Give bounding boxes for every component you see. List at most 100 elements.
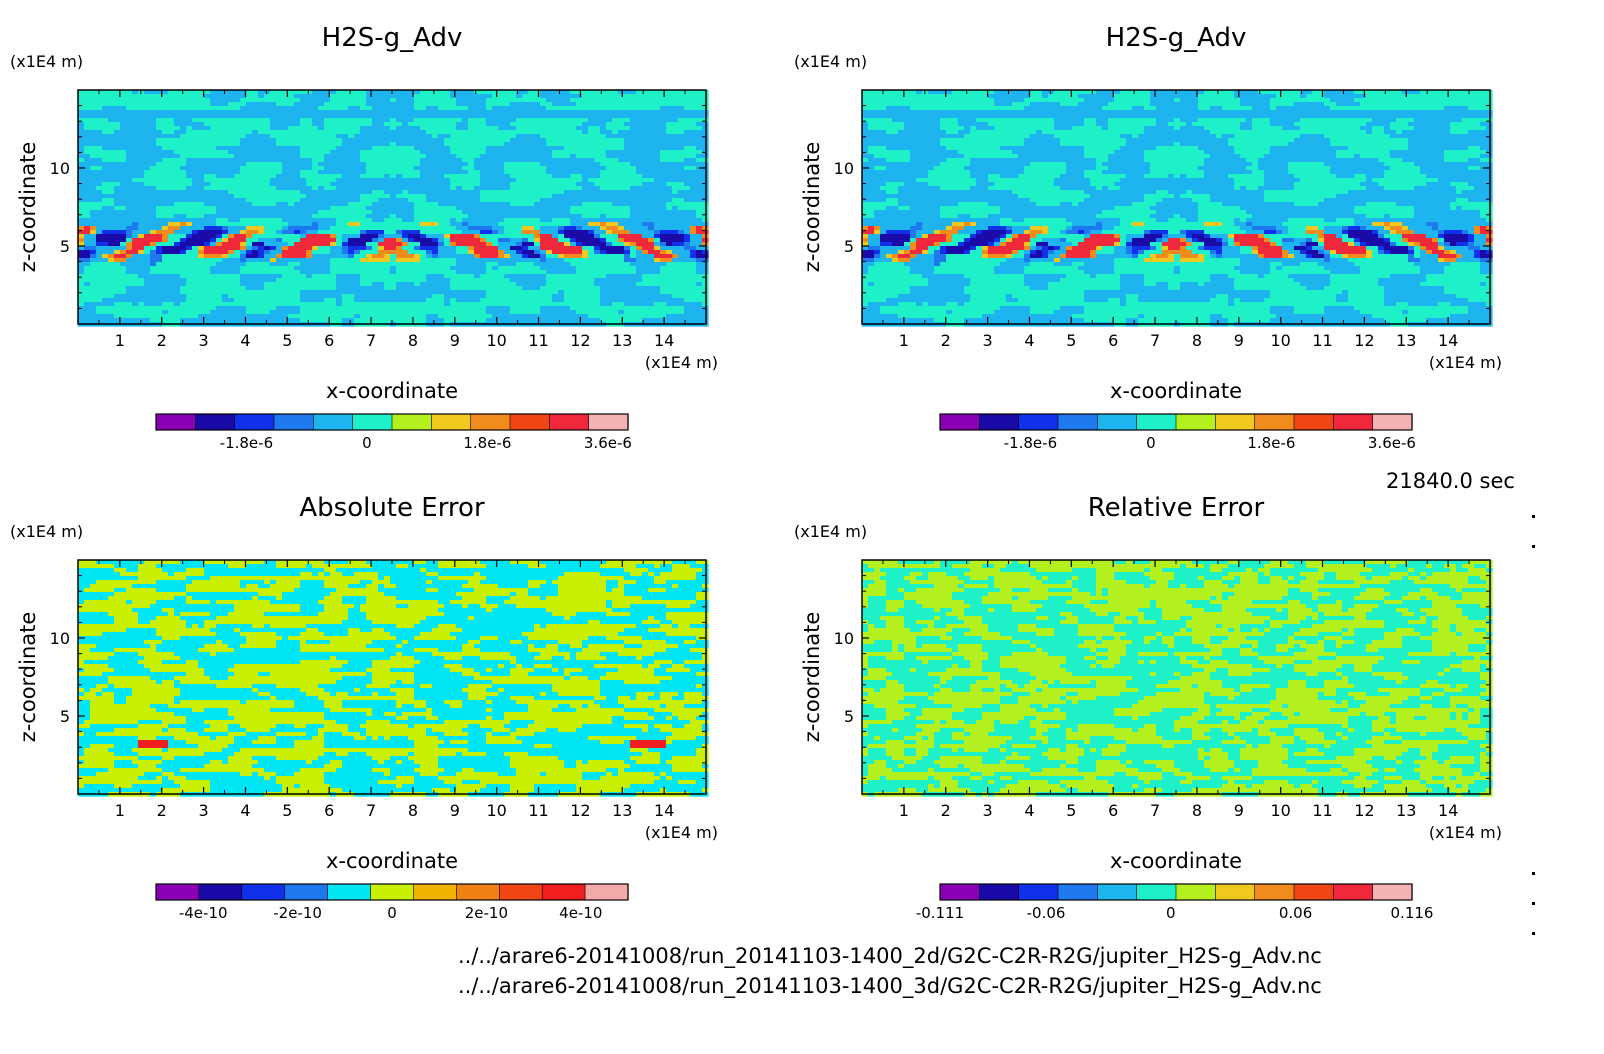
heatmap-cell <box>378 138 385 143</box>
heatmap-cell <box>294 174 301 179</box>
heatmap-cell <box>264 218 271 223</box>
heatmap-cell <box>258 150 265 155</box>
heatmap-cell <box>180 242 187 247</box>
heatmap-cell <box>546 286 553 291</box>
heatmap-cell <box>234 258 241 263</box>
heatmap-cell <box>480 274 487 279</box>
heatmap-cell <box>270 98 277 103</box>
heatmap-cell <box>354 146 361 151</box>
heatmap-cell <box>330 206 337 211</box>
heatmap-cell <box>258 186 265 191</box>
heatmap-cell <box>162 98 169 103</box>
heatmap-cell <box>324 102 331 107</box>
heatmap-cell <box>534 158 541 163</box>
heatmap-cell <box>288 182 295 187</box>
heatmap-cell <box>228 262 235 267</box>
heatmap-cell <box>282 134 289 139</box>
heatmap-cell <box>564 110 571 115</box>
heatmap-cell <box>408 130 415 135</box>
heatmap-cell <box>132 266 139 271</box>
heatmap-cell <box>294 222 301 227</box>
heatmap-cell <box>84 226 91 231</box>
heatmap-cell <box>162 186 169 191</box>
heatmap-cell <box>456 150 463 155</box>
heatmap-cell <box>144 286 151 291</box>
heatmap-cell <box>192 234 199 239</box>
heatmap-cell <box>162 274 169 279</box>
heatmap-cell <box>162 202 169 207</box>
heatmap-cell <box>414 150 421 155</box>
heatmap-cell <box>222 138 229 143</box>
heatmap-cell <box>258 114 265 119</box>
heatmap-cell <box>486 194 493 199</box>
heatmap-cell <box>558 122 565 127</box>
heatmap-cell <box>252 158 259 163</box>
heatmap-cell <box>174 166 181 171</box>
heatmap-cell <box>102 242 109 247</box>
heatmap-cell <box>558 130 565 135</box>
heatmap-cell <box>168 266 175 271</box>
heatmap-cell <box>534 118 541 123</box>
heatmap-cell <box>468 214 475 219</box>
heatmap-cell <box>534 122 541 127</box>
heatmap-cell <box>486 258 493 263</box>
heatmap-cell <box>390 230 397 235</box>
heatmap-cell <box>222 182 229 187</box>
heatmap-cell <box>510 298 517 303</box>
heatmap-cell <box>144 294 151 299</box>
heatmap-cell <box>354 178 361 183</box>
heatmap-cell <box>306 282 313 287</box>
heatmap-cell <box>234 222 241 227</box>
heatmap-cell <box>438 258 445 263</box>
heatmap-cell <box>378 102 385 107</box>
heatmap-cell <box>318 258 325 263</box>
heatmap-cell <box>582 102 589 107</box>
heatmap-cell <box>144 122 151 127</box>
heatmap-cell <box>108 234 115 239</box>
heatmap-cell <box>102 126 109 131</box>
heatmap-cell <box>570 194 577 199</box>
heatmap-cell <box>342 258 349 263</box>
heatmap-cell <box>126 258 133 263</box>
heatmap-cell <box>210 286 217 291</box>
heatmap-cell <box>270 154 277 159</box>
heatmap-cell <box>306 242 313 247</box>
heatmap-cell <box>528 98 535 103</box>
heatmap-cell <box>438 262 445 267</box>
heatmap-cell <box>120 222 127 227</box>
heatmap-cell <box>468 282 475 287</box>
heatmap-cell <box>432 134 439 139</box>
heatmap-cell <box>342 226 349 231</box>
heatmap-cell <box>552 190 559 195</box>
heatmap-cell <box>156 98 163 103</box>
heatmap-cell <box>564 186 571 191</box>
heatmap-cell <box>210 186 217 191</box>
heatmap-cell <box>480 242 487 247</box>
heatmap-cell <box>162 130 169 135</box>
heatmap-cell <box>420 118 427 123</box>
heatmap-cell <box>492 250 499 255</box>
heatmap-cell <box>276 234 283 239</box>
heatmap-cell <box>426 130 433 135</box>
heatmap-cell <box>342 134 349 139</box>
heatmap-cell <box>108 318 115 323</box>
heatmap-cell <box>144 94 151 99</box>
heatmap-cell <box>162 290 169 295</box>
heatmap-cell <box>144 134 151 139</box>
heatmap-cell <box>156 306 163 311</box>
heatmap-cell <box>306 294 313 299</box>
heatmap-cell <box>552 270 559 275</box>
heatmap-cell <box>84 194 91 199</box>
heatmap-cell <box>216 202 223 207</box>
heatmap-cell <box>372 246 379 251</box>
heatmap-cell <box>414 202 421 207</box>
heatmap-cell <box>318 170 325 175</box>
heatmap-cell <box>366 270 373 275</box>
heatmap-cell <box>444 166 451 171</box>
heatmap-cell <box>492 98 499 103</box>
heatmap-cell <box>522 286 529 291</box>
heatmap-cell <box>270 266 277 271</box>
heatmap-cell <box>240 262 247 267</box>
heatmap-cell <box>192 106 199 111</box>
heatmap-cell <box>144 226 151 231</box>
